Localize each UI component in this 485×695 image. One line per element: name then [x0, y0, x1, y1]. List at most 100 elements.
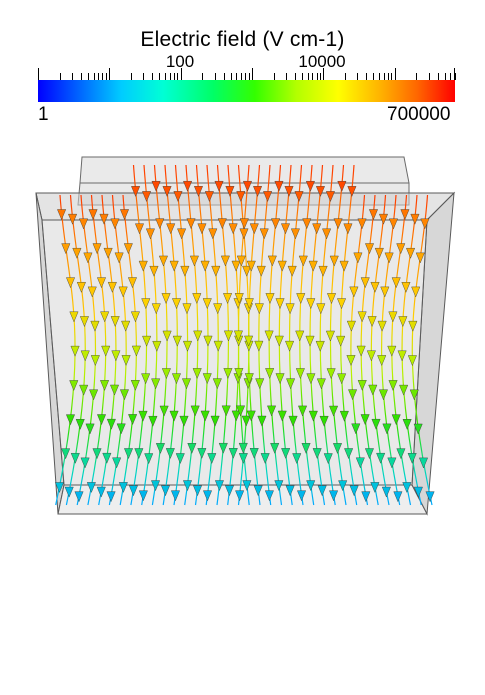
- colorbar-tick: [130, 73, 132, 80]
- field-arrow: [110, 384, 120, 396]
- streamline: [411, 194, 433, 506]
- field-arrow: [68, 213, 78, 225]
- tick-label-100: 100: [165, 52, 195, 71]
- field-arrow: [290, 228, 300, 240]
- field-arrow: [192, 368, 202, 380]
- field-arrow: [123, 243, 133, 255]
- field-arrow: [346, 355, 356, 366]
- field-arrow: [158, 255, 168, 267]
- field-arrow: [387, 345, 397, 357]
- field-arrow: [357, 218, 367, 230]
- colorbar-tick: [230, 73, 232, 80]
- field-arrow: [312, 448, 322, 460]
- colorbar-tick: [98, 73, 100, 80]
- colorbar-tick: [177, 73, 179, 80]
- field-arrow: [213, 340, 223, 352]
- field-arrow: [61, 448, 71, 460]
- colorbar-tick: [286, 73, 288, 80]
- field-arrow: [356, 345, 366, 357]
- field-arrow: [284, 186, 294, 197]
- field-arrow: [128, 414, 138, 426]
- field-arrow: [260, 453, 270, 464]
- field-arrow: [384, 252, 394, 264]
- field-arrow: [257, 415, 267, 427]
- field-arrow: [190, 405, 200, 417]
- colorbar-tick: [320, 73, 322, 80]
- field-arrow: [277, 410, 287, 422]
- field-arrow: [141, 298, 151, 310]
- field-arrow: [151, 480, 161, 492]
- field-arrow: [388, 218, 398, 230]
- field-arrow: [267, 405, 277, 417]
- colorbar-tick: [455, 73, 456, 80]
- field-arrow: [103, 247, 113, 259]
- field-arrow: [270, 443, 280, 454]
- field-arrow: [306, 298, 316, 310]
- field-arrow: [162, 330, 172, 342]
- colorbar-tick: [38, 68, 39, 80]
- field-arrow: [151, 378, 161, 390]
- field-arrow: [223, 293, 233, 304]
- field-arrow: [271, 218, 281, 230]
- field-arrow: [151, 181, 161, 192]
- field-arrow: [406, 247, 416, 259]
- colorbar-tick: [323, 68, 325, 80]
- field-arrow: [217, 218, 227, 230]
- field-arrow: [337, 181, 347, 192]
- field-arrow: [306, 373, 316, 385]
- field-arrow: [234, 368, 244, 379]
- field-arrow: [234, 293, 244, 304]
- field-arrow: [407, 453, 417, 464]
- field-arrow: [119, 389, 129, 401]
- field-arrow: [220, 255, 230, 267]
- field-arrow: [381, 486, 391, 498]
- field-arrow: [152, 341, 162, 352]
- field-arrow: [236, 191, 246, 202]
- field-arrow: [235, 490, 245, 502]
- field-arrow: [344, 448, 354, 460]
- field-arrow: [413, 423, 423, 435]
- field-arrow: [149, 265, 159, 277]
- field-arrow: [236, 405, 246, 417]
- field-arrow: [411, 286, 421, 298]
- streamline: [380, 194, 401, 506]
- field-arrow: [288, 415, 298, 427]
- field-arrow: [85, 423, 95, 435]
- field-arrow: [218, 442, 228, 454]
- field-arrow: [301, 443, 311, 454]
- field-arrow: [241, 415, 251, 427]
- colorbar-tick: [373, 73, 375, 80]
- colorbar-tick: [72, 73, 73, 80]
- colorbar-tick: [59, 73, 61, 80]
- field-arrow: [410, 213, 420, 225]
- field-arrow: [322, 228, 332, 240]
- field-arrow: [87, 286, 97, 298]
- field-arrow: [253, 186, 263, 197]
- field-arrow: [305, 335, 315, 347]
- colorbar-tick: [295, 73, 296, 80]
- field-arrow: [337, 373, 347, 385]
- colorbar-tick: [143, 73, 145, 80]
- field-arrow: [88, 209, 98, 221]
- colorbar-tick: [169, 73, 171, 80]
- colorbar-tick: [444, 73, 446, 80]
- field-arrow: [351, 423, 361, 435]
- field-arrow: [364, 448, 374, 460]
- field-arrow: [332, 443, 342, 454]
- field-arrow: [295, 368, 305, 380]
- field-arrow: [329, 405, 339, 417]
- colorbar-tick: [378, 73, 380, 80]
- colorbar-tick: [301, 73, 303, 80]
- field-arrow: [249, 223, 259, 235]
- field-arrow: [192, 293, 202, 304]
- field-arrow: [169, 410, 179, 422]
- field-arrow: [231, 410, 241, 422]
- colorbar-tick: [245, 73, 247, 80]
- field-arrow: [96, 277, 106, 289]
- field-arrow: [148, 415, 158, 427]
- field-arrow: [203, 335, 213, 347]
- field-arrow: [318, 265, 328, 277]
- colorbar-tick: [159, 73, 161, 80]
- field-arrow: [370, 482, 380, 493]
- colorbar-tick: [437, 73, 439, 80]
